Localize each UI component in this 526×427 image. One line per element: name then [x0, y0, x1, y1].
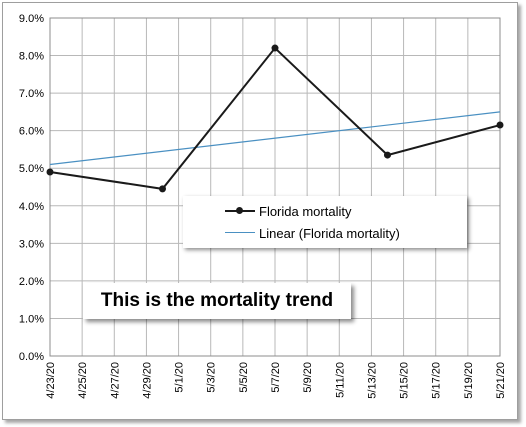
x-tick-label: 5/1/20	[174, 362, 186, 393]
x-tick-label: 4/27/20	[109, 362, 121, 399]
y-tick-label: 3.0%	[19, 238, 44, 250]
y-tick-label: 9.0%	[19, 13, 44, 25]
annotation-text: This is the mortality trend	[100, 290, 334, 311]
x-tick-label: 4/25/20	[77, 362, 89, 399]
legend-trendline-icon	[225, 223, 255, 243]
x-tick-label: 5/15/20	[399, 362, 411, 399]
x-tick-label: 5/3/20	[206, 362, 218, 393]
y-tick-label: 0.0%	[19, 351, 44, 363]
legend-entry-florida-mortality: Florida mortality	[183, 201, 351, 221]
legend-marker-line-icon	[225, 201, 255, 221]
x-tick-label: 5/21/20	[495, 362, 507, 399]
y-tick-label: 1.0%	[19, 313, 44, 325]
x-tick-label: 5/11/20	[334, 362, 346, 398]
chart-frame: 0.0% 1.0% 2.0% 3.0% 4.0% 5.0% 6.0% 7.0% 8.0% 9.0%…	[2, 2, 518, 420]
legend-entry-linear-trend: Linear (Florida mortality)	[183, 223, 400, 243]
y-axis-tick-labels: 0.0% 1.0% 2.0% 3.0% 4.0% 5.0% 6.0% 7.0% 8.0% 9.0%	[19, 13, 44, 363]
trendline	[49, 111, 501, 166]
data-point	[271, 44, 279, 52]
data-point	[496, 121, 504, 129]
x-tick-label: 5/9/20	[302, 362, 314, 393]
x-axis-tick-labels: 4/23/20 4/25/20 4/27/20 4/29/20 5/1/20 5/3/20…	[45, 362, 507, 399]
y-tick-label: 4.0%	[19, 201, 44, 213]
y-tick-label: 5.0%	[19, 163, 44, 175]
x-tick-label: 5/5/20	[238, 362, 250, 393]
y-tick-label: 2.0%	[19, 276, 44, 288]
data-point	[384, 151, 391, 159]
x-tick-label: 5/17/20	[431, 362, 443, 399]
series-lines	[46, 44, 504, 193]
x-tick-label: 5/13/20	[366, 362, 378, 399]
plot-area-border	[49, 17, 501, 357]
legend-label-florida-mortality: Florida mortality	[259, 203, 352, 219]
x-tick-label: 4/23/20	[45, 362, 57, 399]
y-tick-label: 8.0%	[19, 51, 44, 63]
x-tick-label: 5/19/20	[463, 362, 475, 399]
legend-label-linear-trend: Linear (Florida mortality)	[259, 225, 400, 241]
y-tick-label: 6.0%	[19, 126, 44, 138]
annotation-textbox: This is the mortality trend	[83, 283, 351, 319]
x-tick-label: 4/29/20	[141, 362, 153, 399]
chart-legend: Florida mortality Linear (Florida mortal…	[183, 196, 467, 248]
y-tick-label: 7.0%	[19, 88, 44, 100]
data-point	[46, 168, 54, 176]
x-tick-label: 5/7/20	[270, 362, 282, 393]
data-point	[159, 185, 166, 193]
